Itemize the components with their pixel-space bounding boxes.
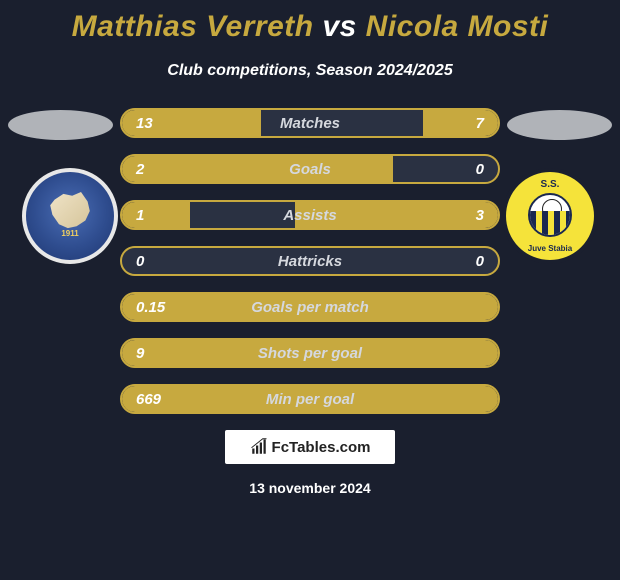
stat-value-left: 0.15 bbox=[136, 299, 165, 316]
crest-right-badge bbox=[528, 193, 572, 237]
vs-text: vs bbox=[322, 10, 356, 43]
crest-right-ss: S.S. bbox=[541, 179, 560, 190]
club-crest-left: 1911 bbox=[22, 168, 118, 264]
comparison-title: Matthias Verreth vs Nicola Mosti bbox=[0, 0, 620, 44]
crest-right-name: Juve Stabia bbox=[528, 244, 572, 253]
stat-bars: 137Matches20Goals13Assists00Hattricks0.1… bbox=[120, 108, 500, 414]
stat-value-left: 0 bbox=[136, 253, 144, 270]
crest-left-year: 1911 bbox=[61, 229, 78, 238]
club-crest-right: S.S. Juve Stabia bbox=[502, 168, 598, 264]
lion-icon bbox=[48, 192, 92, 230]
ellipse-shadow-right bbox=[507, 110, 612, 140]
chart-icon bbox=[250, 438, 268, 456]
stat-row: 0.15 Goals per match bbox=[120, 292, 500, 322]
main-area: 1911 S.S. Juve Stabia 137Matches20Goals1… bbox=[0, 108, 620, 414]
bar-fill-left bbox=[122, 202, 190, 228]
stat-label: Assists bbox=[283, 207, 336, 224]
stat-label: Goals bbox=[289, 161, 331, 178]
footer-date: 13 november 2024 bbox=[0, 480, 620, 496]
stat-row: 1 3 Assists bbox=[120, 200, 500, 230]
stat-value-right: 3 bbox=[476, 207, 484, 224]
stat-label: Goals per match bbox=[251, 299, 369, 316]
stat-row: 9 Shots per goal bbox=[120, 338, 500, 368]
stat-value-right: 0 bbox=[476, 161, 484, 178]
stat-value-left: 2 bbox=[136, 161, 144, 178]
stat-label: Matches bbox=[280, 115, 340, 132]
stat-label: Min per goal bbox=[266, 391, 354, 408]
footer-brand-text: FcTables.com bbox=[272, 439, 371, 456]
stat-row: 2 0 Goals bbox=[120, 154, 500, 184]
stat-label: Hattricks bbox=[278, 253, 342, 270]
player1-name: Matthias Verreth bbox=[72, 10, 314, 43]
crest-right-inner: S.S. Juve Stabia bbox=[515, 181, 585, 251]
subtitle: Club competitions, Season 2024/2025 bbox=[0, 62, 620, 80]
stat-label: Shots per goal bbox=[258, 345, 362, 362]
crest-left-inner: 1911 bbox=[40, 186, 100, 246]
bar-fill-left bbox=[122, 156, 393, 182]
stat-value-right: 7 bbox=[476, 115, 484, 132]
stat-row: 13 7 Matches bbox=[120, 108, 500, 138]
stat-value-left: 1 bbox=[136, 207, 144, 224]
stat-value-left: 9 bbox=[136, 345, 144, 362]
stat-row: 669 Min per goal bbox=[120, 384, 500, 414]
stat-value-left: 669 bbox=[136, 391, 161, 408]
ellipse-shadow-left bbox=[8, 110, 113, 140]
stat-value-left: 13 bbox=[136, 115, 153, 132]
player2-name: Nicola Mosti bbox=[366, 10, 549, 43]
stat-value-right: 0 bbox=[476, 253, 484, 270]
stat-row: 0 0 Hattricks bbox=[120, 246, 500, 276]
footer-logo[interactable]: FcTables.com bbox=[225, 430, 395, 464]
bar-fill-right bbox=[423, 110, 498, 136]
